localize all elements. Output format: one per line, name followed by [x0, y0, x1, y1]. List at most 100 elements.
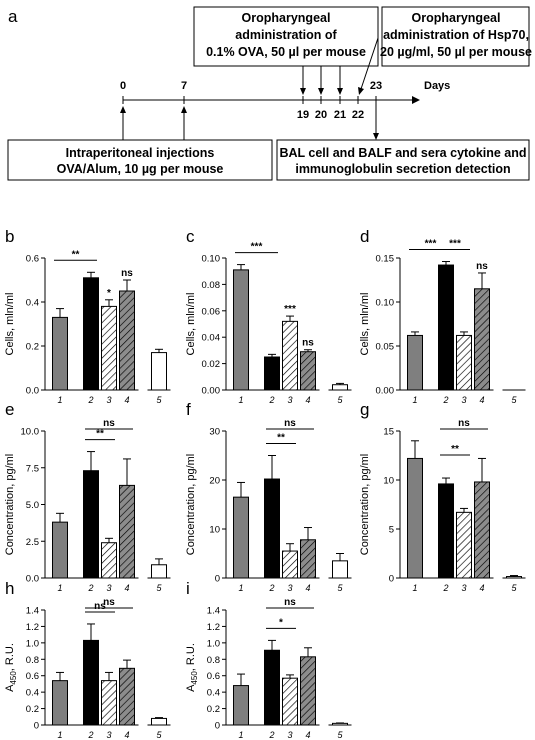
- category-label: 1: [412, 583, 417, 593]
- bar-1: [233, 269, 249, 391]
- y-tick-label: 0.10: [376, 298, 395, 309]
- panel-label-b: b: [5, 227, 14, 246]
- y-tick-label: 0.6: [26, 671, 39, 682]
- y-tick-label: 0.08: [202, 280, 221, 291]
- y-tick-label: 0.05: [376, 342, 395, 353]
- bar-3: [282, 677, 298, 726]
- y-tick-label: 10: [209, 525, 220, 536]
- day-20: 20: [315, 109, 327, 121]
- significance-label: *: [107, 288, 111, 299]
- hsp-box-line-1: Oropharyngeal: [412, 11, 501, 25]
- category-label: 4: [305, 730, 310, 740]
- y-tick-label: 0.4: [26, 688, 39, 699]
- category-label: 1: [57, 730, 62, 740]
- y-tick-label: 0.6: [26, 254, 39, 265]
- significance-label: **: [451, 444, 459, 455]
- bar-5: [151, 717, 167, 726]
- significance-label: ns: [103, 597, 115, 608]
- y-axis-label-main: A: [4, 684, 16, 692]
- y-tick-label: 0.8: [26, 655, 39, 666]
- bar-1: [407, 334, 423, 391]
- day-21: 21: [334, 109, 346, 121]
- significance-label: *: [279, 617, 283, 628]
- category-label: 3: [287, 730, 292, 740]
- significance-label: ns: [94, 601, 106, 612]
- y-tick-label: 0.02: [202, 359, 221, 370]
- y-tick-label: 1.4: [207, 606, 220, 617]
- hsp-arrow: [358, 37, 379, 95]
- bar-5: [151, 352, 167, 391]
- bar-4: [119, 484, 135, 579]
- category-label: 2: [442, 583, 448, 593]
- bar-2: [438, 264, 454, 391]
- y-axis-label: Concentration, pg/ml: [4, 454, 16, 556]
- ova-box: [193, 6, 379, 67]
- ova-arrows: [300, 66, 343, 95]
- category-label: 3: [287, 583, 292, 593]
- ova-box-line-1: Oropharyngeal: [242, 11, 331, 25]
- bar-3: [456, 334, 472, 391]
- bar-1: [233, 685, 249, 726]
- category-label: 5: [156, 730, 162, 740]
- bal-box: [276, 139, 530, 181]
- category-label: 3: [106, 730, 111, 740]
- y-tick-label: 0.04: [202, 333, 221, 344]
- significance-label: ***: [449, 239, 461, 250]
- category-label: 4: [124, 730, 129, 740]
- category-label: 3: [461, 583, 466, 593]
- category-label: 1: [57, 583, 62, 593]
- bal-arrow: [373, 104, 379, 140]
- bar-5: [332, 560, 348, 579]
- bar-2: [264, 649, 280, 726]
- y-axis-label-sub: 450: [9, 671, 18, 685]
- days-label: Days: [424, 80, 450, 92]
- significance-label: **: [96, 429, 104, 440]
- y-tick-label: 0.2: [26, 704, 39, 715]
- y-tick-label: 0.10: [202, 254, 221, 265]
- panel-label-i: i: [186, 579, 190, 598]
- y-tick-label: 0.15: [376, 254, 395, 265]
- bar-4: [300, 351, 316, 391]
- y-tick-label: 0.8: [207, 655, 220, 666]
- panel-label-e: e: [5, 400, 14, 419]
- chart-h: h 0 0.2 0.4 0.6 0.8 1.0 1.2 1.4 A450, R.U. 1 2 3 4 5 ns…: [4, 579, 171, 740]
- y-axis-label-rest: , R.U.: [4, 643, 16, 671]
- y-tick-label: 1.0: [26, 638, 39, 649]
- bar-1: [233, 496, 249, 579]
- chart-i: i 0 0.2 0.4 0.6 0.8 1.0 1.2 1.4 A450, R.U. 1 2 3 4 5 ns…: [185, 579, 352, 740]
- ip-arrows: [120, 106, 187, 140]
- significance-label: ***: [425, 239, 437, 250]
- category-label: 3: [106, 583, 111, 593]
- significance-label: **: [277, 433, 285, 444]
- bar-3: [101, 542, 117, 579]
- panel-label-c: c: [186, 227, 195, 246]
- bar-5: [332, 384, 348, 391]
- y-tick-label: 0.2: [207, 704, 220, 715]
- bar-1: [52, 680, 68, 726]
- category-label: 1: [238, 395, 243, 405]
- category-label: 5: [156, 583, 162, 593]
- hsp-box-line-3: 20 µg/ml, 50 µl per mouse: [380, 45, 532, 59]
- bar-2: [264, 478, 280, 579]
- y-tick-label: 0.06: [202, 306, 221, 317]
- y-tick-label: 30: [209, 427, 220, 438]
- significance-label: ns: [284, 418, 296, 429]
- bal-box-line-1: BAL cell and BALF and sera cytokine and: [279, 146, 526, 160]
- category-label: 5: [511, 583, 517, 593]
- category-label: 2: [442, 395, 448, 405]
- y-tick-label: 2.5: [26, 537, 39, 548]
- ip-box: [7, 139, 273, 181]
- y-tick-label: 0: [389, 574, 394, 585]
- y-axis-label-main: A: [185, 684, 197, 692]
- bar-4: [300, 539, 316, 579]
- category-label: 5: [511, 395, 517, 405]
- day-19: 19: [297, 109, 309, 121]
- category-label: 5: [337, 730, 343, 740]
- y-axis-label: Concentration, pg/ml: [359, 454, 371, 556]
- category-label: 4: [479, 395, 484, 405]
- y-tick-label: 15: [383, 427, 394, 438]
- category-label: 1: [238, 730, 243, 740]
- category-label: 2: [87, 730, 93, 740]
- y-tick-label: 0.00: [202, 386, 221, 397]
